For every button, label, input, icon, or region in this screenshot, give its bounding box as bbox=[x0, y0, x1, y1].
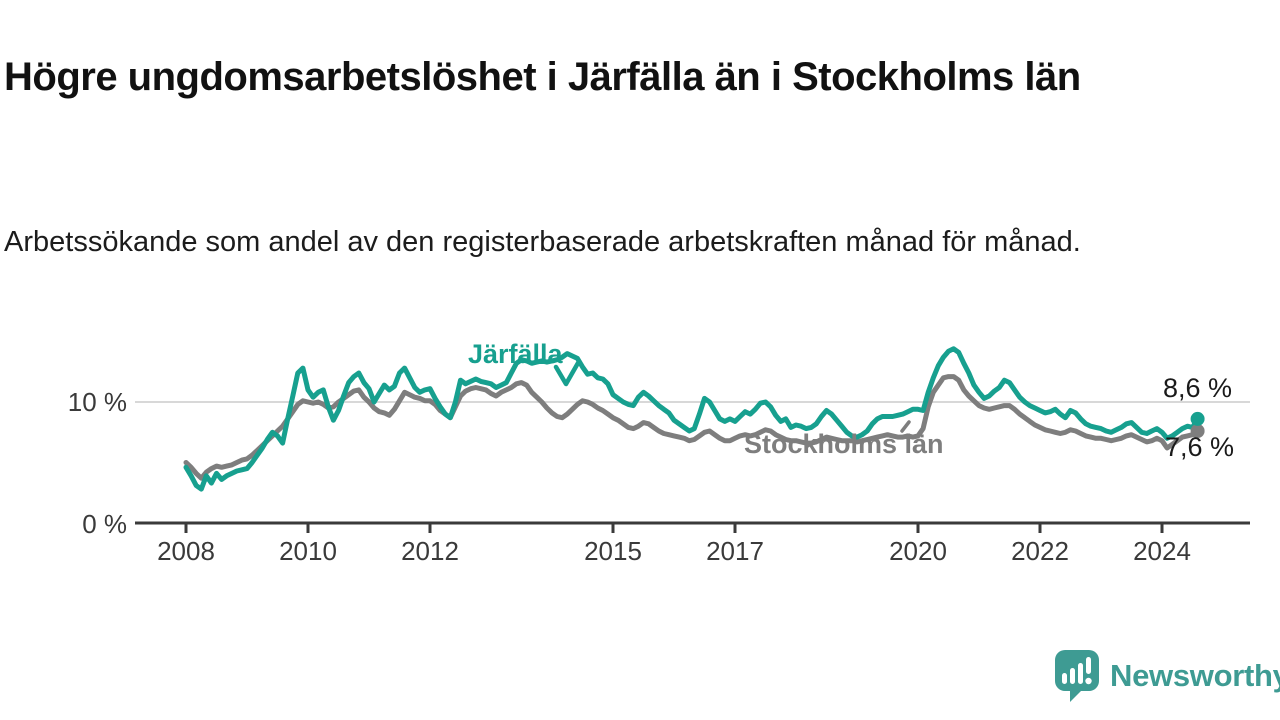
x-tick-label-2017: 2017 bbox=[706, 536, 764, 566]
newsworthy-logo-text: Newsworthy bbox=[1110, 658, 1280, 693]
newsworthy-logo-icon bbox=[1055, 650, 1099, 702]
series-end-dots bbox=[1190, 411, 1205, 438]
x-tick-label-2012: 2012 bbox=[401, 536, 459, 566]
y-axis-label-10: 10 % bbox=[68, 387, 127, 417]
newsworthy-logo-link[interactable]: Newsworthy bbox=[1054, 648, 1280, 704]
series-label-stockholm: Stockholms län bbox=[744, 429, 944, 459]
series-label-jarfalla: Järfälla bbox=[468, 339, 564, 369]
series-end-dot-jarfalla bbox=[1190, 411, 1205, 426]
page-title: Högre ungdomsarbetslöshet i Järfälla än … bbox=[4, 54, 1081, 99]
chart-area: 10 % 0 % 2008 2010 2012 2015 2017 2020 2022 202… bbox=[0, 330, 1280, 580]
jarfalla-arrow-icon bbox=[553, 360, 581, 387]
x-axis-ticks: 2008 2010 2012 2015 2017 2020 2022 2024 bbox=[157, 523, 1191, 566]
series-lines bbox=[183, 346, 1201, 492]
end-value-label-jarfalla: 8,6 % bbox=[1163, 373, 1232, 403]
stockholm-arrow-icon bbox=[900, 420, 911, 433]
unemployment-chart: 10 % 0 % 2008 2010 2012 2015 2017 2020 2022 202… bbox=[68, 339, 1250, 566]
x-tick-label-2022: 2022 bbox=[1011, 536, 1069, 566]
x-tick-label-2020: 2020 bbox=[889, 536, 947, 566]
end-value-label-stockholm: 7,6 % bbox=[1165, 432, 1234, 462]
x-tick-label-2008: 2008 bbox=[157, 536, 215, 566]
x-tick-label-2024: 2024 bbox=[1133, 536, 1191, 566]
series-line-stockholms-lan bbox=[183, 374, 1201, 481]
page-subtitle: Arbetssökande som andel av den registerb… bbox=[4, 226, 1081, 258]
series-end-dot-stockholms-lan bbox=[1190, 424, 1205, 438]
series-line-jarfalla bbox=[183, 346, 1201, 492]
y-axis-label-0: 0 % bbox=[82, 509, 127, 539]
x-tick-label-2015: 2015 bbox=[584, 536, 642, 566]
x-tick-label-2010: 2010 bbox=[279, 536, 337, 566]
